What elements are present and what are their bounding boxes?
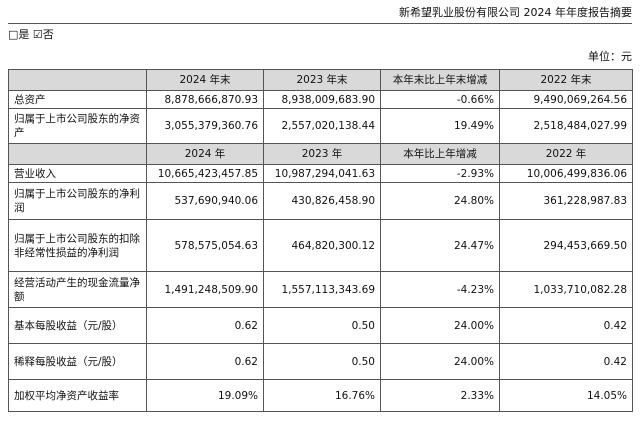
value-cell-v2024: 19.09% [146, 379, 264, 412]
value-cell-v2024: 10,665,423,457.85 [146, 164, 264, 183]
row-label: 经营活动产生的现金流量净额 [8, 271, 147, 308]
value-cell-change: 2.33% [380, 379, 500, 412]
year-end-header-row-cell: 本年末比上年末增减 [380, 69, 500, 91]
table-row: 总资产 8,878,666,870.93 8,938,009,683.90 -0.66… [8, 90, 633, 109]
year-end-header-row-cell: 2023 年末 [263, 69, 381, 91]
value-cell-v2023: 0.50 [263, 307, 381, 344]
value-cell-v2024: 537,690,940.06 [146, 182, 264, 220]
value-cell-v2023: 0.50 [263, 343, 381, 380]
value-cell-v2023: 430,826,458.90 [263, 182, 381, 220]
value-cell-v2024: 578,575,054.63 [146, 219, 264, 272]
value-cell-change: 24.47% [380, 219, 500, 272]
table-row: 归属于上市公司股东的扣除非经常性损益的净利润 578,575,054.63 464,… [8, 219, 633, 272]
value-cell-v2024: 3,055,379,360.76 [146, 108, 264, 144]
row-label: 归属于上市公司股东的净资产 [8, 108, 147, 144]
annual-header-row: 2024 年 2023 年本年比上年增减 2022 年 [8, 143, 633, 165]
value-cell-change: 19.49% [380, 108, 500, 144]
value-cell-change: -0.66% [380, 90, 500, 109]
value-cell-change: 24.00% [380, 343, 500, 380]
row-label: 加权平均净资产收益率 [8, 379, 147, 412]
value-cell-v2022: 2,518,484,027.99 [499, 108, 633, 144]
value-cell-v2024: 1,491,248,509.90 [146, 271, 264, 308]
year-end-header-row: 2024 年末 2023 年末 本年末比上年末增减 2022 年末 [8, 69, 633, 91]
table-row: 归属于上市公司股东的净资产 3,055,379,360.76 2,557,020,1… [8, 108, 633, 144]
header-divider [8, 23, 632, 24]
table-row: 稀释每股收益（元/股） 0.62 0.50 24.00% 0.42 [8, 343, 633, 380]
value-cell-v2022: 361,228,987.83 [499, 182, 633, 220]
annual-header-row-cell: 2024 年 [146, 143, 264, 165]
annual-header-row-cell: 2022 年 [499, 143, 633, 165]
row-label: 总资产 [8, 90, 147, 109]
row-label: 基本每股收益（元/股） [8, 307, 147, 344]
value-cell-v2024: 0.62 [146, 343, 264, 380]
value-cell-change: 24.00% [380, 307, 500, 344]
value-cell-v2023: 10,987,294,041.63 [263, 164, 381, 183]
value-cell-v2024: 0.62 [146, 307, 264, 344]
value-cell-v2023: 8,938,009,683.90 [263, 90, 381, 109]
row-label: 归属于上市公司股东的扣除非经常性损益的净利润 [8, 219, 147, 272]
year-end-header-row-cell [8, 69, 147, 91]
value-cell-v2022: 1,033,710,082.28 [499, 271, 633, 308]
annual-header-row-cell: 2023 年 [263, 143, 381, 165]
financial-summary-table: 2024 年末 2023 年末 本年末比上年末增减 2022 年末 总资产 8,878,6… [8, 69, 633, 412]
value-cell-v2022: 9,490,069,264.56 [499, 90, 633, 109]
value-cell-v2023: 1,557,113,343.69 [263, 271, 381, 308]
row-label: 营业收入 [8, 164, 147, 183]
value-cell-change: -4.23% [380, 271, 500, 308]
value-cell-v2022: 294,453,669.50 [499, 219, 633, 272]
table-row: 归属于上市公司股东的净利润 537,690,940.06 430,826,458.9… [8, 182, 633, 220]
value-cell-v2023: 16.76% [263, 379, 381, 412]
value-cell-v2024: 8,878,666,870.93 [146, 90, 264, 109]
value-cell-v2022: 10,006,499,836.06 [499, 164, 633, 183]
value-cell-change: -2.93% [380, 164, 500, 183]
year-end-header-row-cell: 2024 年末 [146, 69, 264, 91]
row-label: 归属于上市公司股东的净利润 [8, 182, 147, 220]
document-header-title: 新希望乳业股份有限公司 2024 年年度报告摘要 [399, 6, 632, 19]
value-cell-v2022: 14.05% [499, 379, 633, 412]
value-cell-v2022: 0.42 [499, 307, 633, 344]
year-end-header-row-cell: 2022 年末 [499, 69, 633, 91]
annual-header-row-cell: 本年比上年增减 [380, 143, 500, 165]
table-row: 基本每股收益（元/股） 0.62 0.50 24.00% 0.42 [8, 307, 633, 344]
table-row: 加权平均净资产收益率 19.09% 16.76% 2.33% 14.05% [8, 379, 633, 412]
restatement-checkbox-line: □是 ☑否 [8, 28, 54, 41]
table-row: 营业收入 10,665,423,457.85 10,987,294,041.63 -2… [8, 164, 633, 183]
row-label: 稀释每股收益（元/股） [8, 343, 147, 380]
annual-header-row-cell [8, 143, 147, 165]
value-cell-change: 24.80% [380, 182, 500, 220]
value-cell-v2023: 464,820,300.12 [263, 219, 381, 272]
value-cell-v2022: 0.42 [499, 343, 633, 380]
table-row: 经营活动产生的现金流量净额 1,491,248,509.90 1,557,113,3… [8, 271, 633, 308]
unit-label: 单位：元 [588, 50, 632, 63]
value-cell-v2023: 2,557,020,138.44 [263, 108, 381, 144]
